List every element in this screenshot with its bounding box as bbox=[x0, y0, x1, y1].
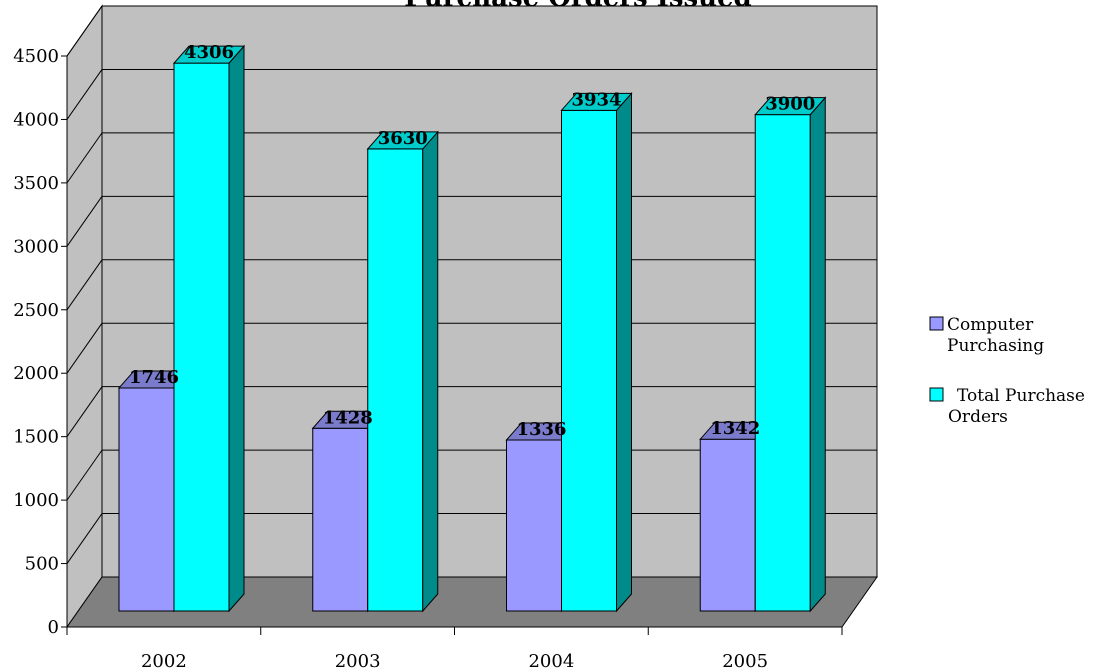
y-tick-label: 1500 bbox=[13, 427, 59, 448]
gridline-side bbox=[66, 322, 103, 374]
bar-top bbox=[172, 45, 246, 64]
x-tick-label: 2004 bbox=[528, 651, 574, 671]
gridline-side bbox=[66, 513, 103, 564]
data-label: 1336 bbox=[516, 419, 566, 440]
x-tick-label: 2005 bbox=[722, 651, 768, 671]
y-tick-label: 0 bbox=[48, 617, 59, 638]
legend-label: Purchasing bbox=[947, 336, 1044, 356]
bar-side bbox=[809, 96, 826, 613]
axes: 0 500 1000 1500 2000 2500 3000 3500 4000 4500 2002… bbox=[13, 46, 843, 671]
bar-front bbox=[173, 62, 230, 612]
gridline-side bbox=[66, 196, 103, 247]
y-tick-label: 4000 bbox=[13, 109, 59, 130]
y-tick-label: 500 bbox=[25, 554, 59, 575]
bar-front bbox=[118, 387, 175, 612]
data-label: 3934 bbox=[571, 89, 621, 110]
gridline-side bbox=[66, 132, 103, 184]
gridline-side bbox=[66, 386, 103, 437]
gridline-side bbox=[66, 259, 103, 311]
y-tick-label: 2000 bbox=[13, 363, 59, 384]
x-tick-label: 2002 bbox=[141, 651, 187, 671]
legend-label: Computer bbox=[947, 315, 1034, 335]
bars bbox=[117, 44, 827, 613]
bar-top bbox=[560, 92, 633, 111]
data-labels: 1746 4306 1428 3630 1336 3934 1342 3900 bbox=[129, 42, 815, 440]
y-tick-label: 2500 bbox=[13, 300, 59, 321]
y-tick-label: 3000 bbox=[13, 236, 59, 257]
bar-front bbox=[754, 114, 811, 612]
x-tick-label: 2003 bbox=[335, 651, 381, 671]
side-wall bbox=[66, 4, 103, 629]
bar-side bbox=[422, 130, 439, 613]
data-label: 3900 bbox=[765, 94, 815, 115]
gridline-side bbox=[66, 5, 103, 57]
y-tick-label: 4500 bbox=[13, 46, 59, 67]
chart-title: Purchase Orders Issued bbox=[404, 0, 751, 13]
legend-label: Total Purchase bbox=[957, 386, 1085, 406]
data-label: 1428 bbox=[323, 407, 373, 428]
legend-swatch bbox=[929, 387, 944, 402]
gridline-side bbox=[66, 449, 103, 501]
bar-front bbox=[312, 427, 369, 612]
bar-side bbox=[616, 91, 632, 613]
y-tick-label: 1000 bbox=[13, 490, 59, 511]
bar-top bbox=[754, 97, 827, 116]
y-tick-label: 3500 bbox=[13, 173, 59, 194]
legend-label: Orders bbox=[948, 407, 1008, 427]
bar-top bbox=[366, 131, 439, 150]
bar-front bbox=[506, 439, 562, 612]
bar-front bbox=[699, 438, 756, 612]
bar-front bbox=[561, 109, 617, 612]
bar-front bbox=[367, 148, 424, 612]
data-label: 3630 bbox=[378, 128, 428, 149]
data-label: 4306 bbox=[184, 42, 234, 63]
legend-swatch bbox=[929, 316, 944, 331]
data-label: 1746 bbox=[129, 367, 179, 388]
gridline-side bbox=[66, 69, 103, 120]
data-label: 1342 bbox=[710, 418, 760, 439]
bar-side bbox=[228, 44, 245, 613]
